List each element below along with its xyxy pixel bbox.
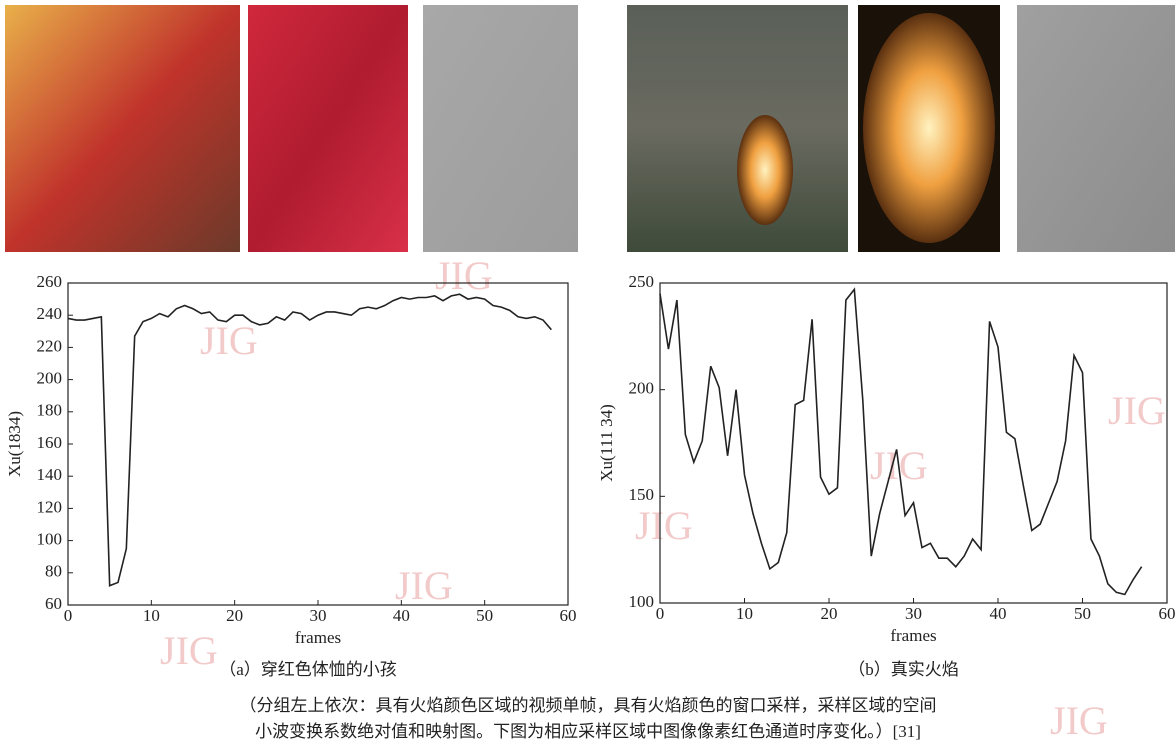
watermark: JIG xyxy=(395,563,453,608)
x-tick-label: 60 xyxy=(1159,604,1175,623)
subfigure-caption: （b）真实火焰 xyxy=(848,660,959,679)
x-tick-label: 0 xyxy=(64,606,73,625)
photo-fire xyxy=(627,5,848,252)
x-axis-label: frames xyxy=(295,628,341,647)
page: （分组左上依次：具有火焰颜色区域的视频单帧，具有火焰颜色的窗口采样，采样区域的空… xyxy=(0,0,1175,741)
y-tick-label: 100 xyxy=(37,530,63,549)
x-tick-label: 50 xyxy=(476,606,493,625)
wavelet-map-a xyxy=(423,5,578,252)
x-tick-label: 20 xyxy=(226,606,243,625)
watermark: JIG xyxy=(635,503,693,548)
flame-close xyxy=(863,13,995,243)
y-tick-label: 220 xyxy=(37,336,63,355)
y-tick-label: 120 xyxy=(37,497,63,516)
x-tick-label: 30 xyxy=(905,604,922,623)
x-tick-label: 20 xyxy=(821,604,838,623)
y-tick-label: 100 xyxy=(629,592,655,611)
x-tick-label: 30 xyxy=(310,606,327,625)
photo-boy xyxy=(5,5,240,252)
x-tick-label: 10 xyxy=(143,606,160,625)
y-axis-label: Xu(1834) xyxy=(5,411,24,477)
y-tick-label: 60 xyxy=(45,594,62,613)
figure-caption: （分组左上依次：具有火焰颜色区域的视频单帧，具有火焰颜色的窗口采样，采样区域的空… xyxy=(240,696,937,715)
data-line xyxy=(68,294,551,585)
watermark: JIG xyxy=(160,628,218,673)
figure-caption: 小波变换系数绝对值和映射图。下图为相应采样区域中图像像素红色通道时序变化。）[3… xyxy=(255,722,921,741)
photo-red-sample xyxy=(248,5,408,252)
wavelet-map-b xyxy=(1017,5,1175,252)
figure: （分组左上依次：具有火焰颜色区域的视频单帧，具有火焰颜色的窗口采样，采样区域的空… xyxy=(0,0,1175,741)
x-tick-label: 10 xyxy=(736,604,753,623)
x-tick-label: 0 xyxy=(656,604,665,623)
x-tick-label: 40 xyxy=(393,606,410,625)
y-tick-label: 150 xyxy=(629,485,655,504)
y-tick-label: 140 xyxy=(37,465,63,484)
y-tick-label: 250 xyxy=(629,272,655,291)
data-line xyxy=(660,289,1142,594)
y-tick-label: 200 xyxy=(629,379,655,398)
watermark: JIG xyxy=(435,253,493,298)
watermark: JIG xyxy=(200,318,258,363)
x-axis-label: frames xyxy=(890,626,936,645)
y-tick-label: 240 xyxy=(37,304,63,323)
y-axis-label: Xu(111 34) xyxy=(597,404,616,482)
y-tick-label: 80 xyxy=(45,562,62,581)
x-tick-label: 40 xyxy=(990,604,1007,623)
y-tick-label: 200 xyxy=(37,369,63,388)
y-tick-label: 160 xyxy=(37,433,63,452)
x-tick-label: 60 xyxy=(560,606,577,625)
watermark: JIG xyxy=(1050,698,1108,741)
y-tick-label: 260 xyxy=(37,272,63,291)
subfigure-caption: （a）穿红色体恤的小孩 xyxy=(219,660,397,679)
flame xyxy=(737,115,793,225)
y-tick-label: 180 xyxy=(37,401,63,420)
watermark: JIG xyxy=(1108,388,1166,433)
x-tick-label: 50 xyxy=(1074,604,1091,623)
plot-frame xyxy=(68,283,568,605)
